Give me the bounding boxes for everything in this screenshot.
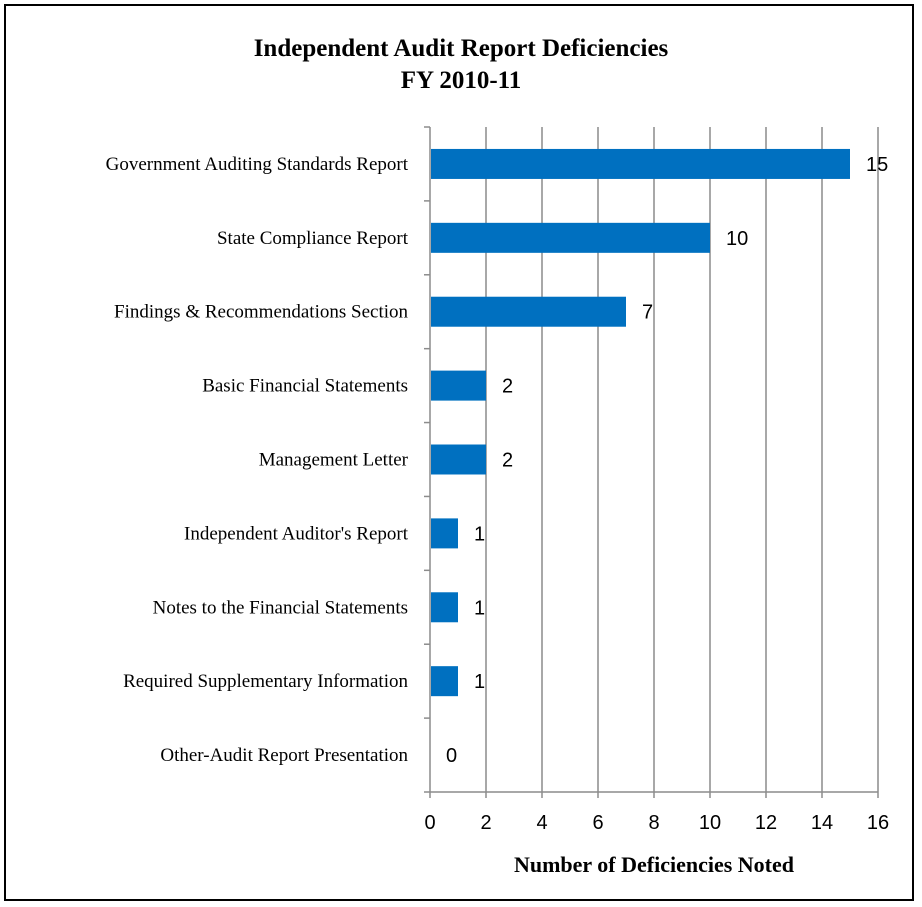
category-label: Notes to the Financial Statements — [153, 597, 408, 618]
data-label: 2 — [502, 450, 513, 472]
category-label: Government Auditing Standards Report — [106, 154, 409, 175]
bar-5 — [431, 518, 458, 549]
chart-title-line-2: FY 2010-11 — [401, 67, 522, 94]
x-tick-label: 16 — [867, 812, 889, 834]
bar-6 — [431, 592, 458, 623]
data-label: 7 — [642, 302, 653, 324]
x-tick-label: 0 — [424, 812, 435, 834]
bars — [431, 148, 850, 697]
x-tick-label: 2 — [480, 812, 491, 834]
data-label: 15 — [866, 154, 888, 176]
category-label: Other-Audit Report Presentation — [160, 745, 408, 766]
data-label: 1 — [474, 671, 485, 693]
x-tick-label: 14 — [811, 812, 833, 834]
bar-1 — [431, 222, 710, 253]
category-label: State Compliance Report — [217, 228, 409, 249]
data-label: 1 — [474, 597, 485, 619]
axes — [424, 126, 879, 798]
category-label: Basic Financial Statements — [202, 376, 408, 397]
x-tick-label: 4 — [536, 812, 547, 834]
x-axis-title: Number of Deficiencies Noted — [514, 852, 794, 877]
x-tick-label: 8 — [648, 812, 659, 834]
data-label: 1 — [474, 523, 485, 545]
category-label: Independent Auditor's Report — [184, 523, 409, 544]
category-label: Required Supplementary Information — [123, 671, 408, 692]
bar-3 — [431, 370, 486, 401]
x-tick-label: 6 — [592, 812, 603, 834]
bar-7 — [431, 666, 458, 697]
chart-title-line-1: Independent Audit Report Deficiencies — [254, 35, 669, 62]
data-label: 10 — [726, 228, 748, 250]
bar-0 — [431, 148, 850, 179]
bar-4 — [431, 444, 486, 475]
bar-2 — [431, 296, 626, 327]
x-tick-label: 10 — [699, 812, 721, 834]
data-label: 0 — [446, 745, 457, 767]
category-label: Findings & Recommendations Section — [114, 302, 408, 323]
data-label: 2 — [502, 376, 513, 398]
x-tick-label: 12 — [755, 812, 777, 834]
category-label: Management Letter — [259, 450, 409, 471]
